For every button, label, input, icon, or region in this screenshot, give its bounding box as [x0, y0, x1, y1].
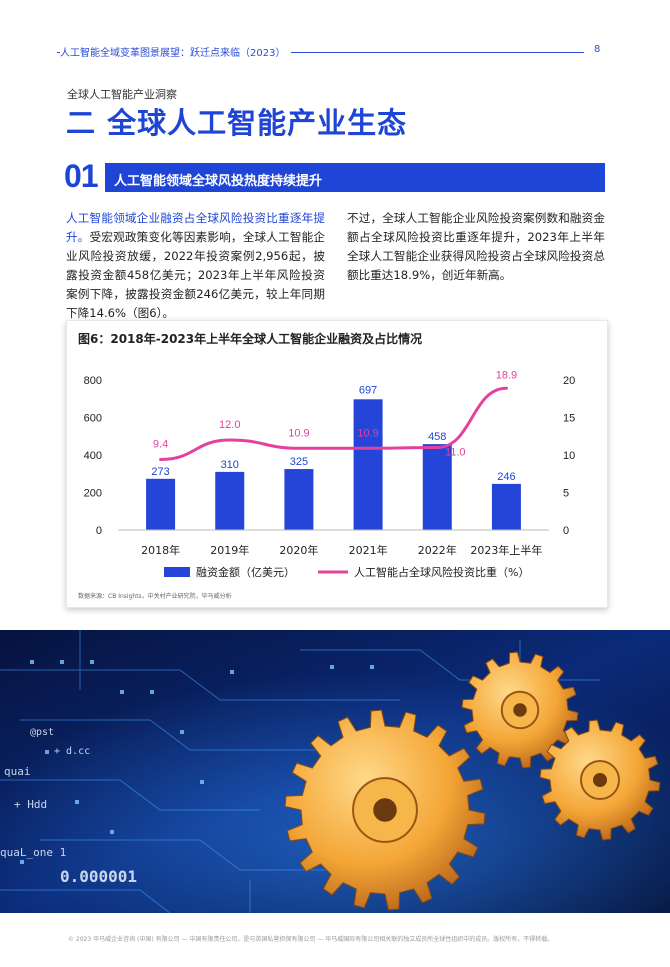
chart-title: 图6：2018年-2023年上半年全球人工智能企业融资及占比情况: [78, 332, 423, 346]
chart-card: [66, 320, 608, 608]
line-point-label: 10.9: [357, 427, 378, 439]
body-right-column: 不过，全球人工智能企业风险投资案例数和融资金额占全球风险投资比重逐年提升，202…: [347, 211, 605, 282]
bar-value-label: 310: [221, 459, 239, 471]
bar-value-label: 458: [428, 431, 446, 443]
combo-chart: 0 200 400 600 800 0 5 10 15 20 273 310 325 697 458 246 2…: [84, 369, 576, 579]
bar: [284, 469, 314, 530]
line-point-label: 10.9: [288, 427, 309, 439]
legend-bar-label: 融资金额（亿美元）: [196, 565, 295, 579]
hero-code-text: quaL_one 1: [0, 846, 66, 859]
subsection-banner: [105, 163, 605, 192]
gear-axle: [593, 773, 607, 787]
bar: [146, 478, 176, 530]
gear-axle: [373, 798, 397, 822]
copyright-footer: © 2023 毕马威企业咨询 (中国) 有限公司 — 中国有限责任公司，是与英国…: [68, 936, 554, 943]
x-tick-label: 2019年: [210, 543, 249, 557]
legend-line-label: 人工智能占全球风险投资比重（%）: [354, 565, 529, 579]
y-right-tick-label: 5: [563, 488, 569, 500]
y-left-tick-label: 400: [84, 450, 102, 462]
x-tick-label: 2023年上半年: [470, 543, 542, 557]
x-tick-label: 2021年: [349, 543, 388, 557]
line-point-label: 12.0: [219, 419, 240, 431]
gear-axle: [513, 703, 527, 717]
line-series: [159, 386, 508, 461]
bar: [491, 483, 521, 530]
chart-source: 数据来源：CB Insights，中关村产业研究院，毕马威分析: [78, 593, 232, 600]
body-lead-highlight: 人工智能领域企业融资占全球风险投资比重逐年提升。: [66, 211, 325, 244]
hero-code-text: @pst: [30, 727, 54, 738]
body-left-column: 人工智能领域企业融资占全球风险投资比重逐年提升。受宏观政策变化等因素影响，全球人…: [66, 209, 325, 323]
line-point-label: 11.0: [445, 447, 466, 459]
y-right-tick-label: 10: [563, 450, 575, 462]
subsection-number: 01: [64, 158, 99, 194]
body-left-text: 受宏观政策变化等因素影响，全球人工智能企业风险投资放缓，2022年投资案例2,9…: [66, 230, 325, 320]
x-tick-label: 2022年: [418, 543, 457, 557]
hero-image-gears: 0.000001 quai + Hdd + d.cc quaL_one 1 @p…: [0, 630, 670, 913]
bar-value-label: 325: [290, 456, 308, 468]
hero-code-text: quai: [4, 765, 31, 778]
page-number: 8: [594, 44, 601, 55]
hero-code-text: 0.000001: [60, 867, 137, 886]
header-rule: [57, 52, 584, 53]
hero-code-text: + d.cc: [54, 746, 90, 757]
section-label: 全球人工智能产业洞察: [67, 88, 177, 101]
bar: [422, 444, 452, 530]
y-right-tick-label: 20: [563, 375, 575, 387]
x-tick-label: 2018年: [141, 543, 180, 557]
bar-value-label: 273: [151, 466, 169, 478]
legend-bar-swatch: [164, 567, 190, 577]
hero-code-text: + Hdd: [14, 798, 47, 811]
bar-value-label: 697: [359, 384, 377, 396]
y-right-tick-label: 15: [563, 413, 575, 425]
report-title: 人工智能全域变革图景展望：跃迁点来临（2023）: [60, 44, 292, 59]
y-left-tick-label: 200: [84, 488, 102, 500]
bar: [215, 471, 245, 530]
line-point-label: 18.9: [496, 369, 517, 381]
y-left-tick-label: 0: [96, 525, 102, 537]
bar-value-label: 246: [497, 471, 515, 483]
x-tick-label: 2020年: [279, 543, 318, 557]
section-title: 二 全球人工智能产业生态: [66, 106, 408, 140]
subsection-title: 人工智能领域全球风投热度持续提升: [114, 174, 323, 189]
bar: [353, 399, 383, 530]
y-left-tick-label: 800: [84, 375, 102, 387]
y-right-tick-label: 0: [563, 525, 569, 537]
line-point-label: 9.4: [153, 439, 168, 451]
y-left-tick-label: 600: [84, 413, 102, 425]
